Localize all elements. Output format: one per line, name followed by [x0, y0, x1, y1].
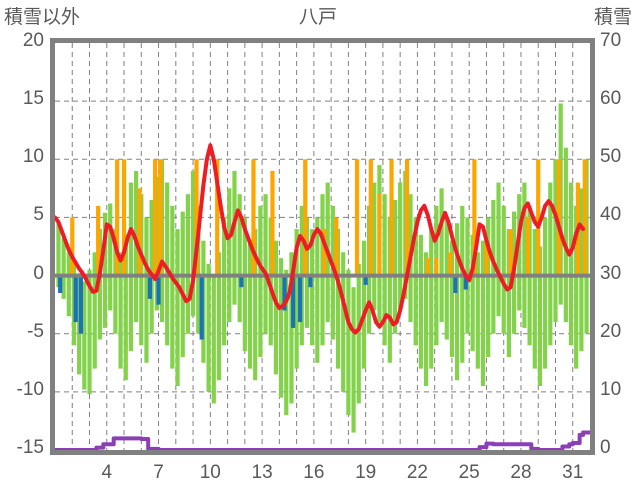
- y-right-tick-70: 70: [600, 30, 622, 51]
- y-left-tick-neg15: -15: [16, 437, 44, 458]
- y-right-tick-0: 0: [600, 437, 611, 458]
- x-tick-22: 22: [406, 462, 428, 483]
- y-left-tick-0: 0: [33, 262, 44, 284]
- y-left-tick-10: 10: [22, 146, 44, 168]
- x-tick-7: 7: [153, 462, 164, 483]
- chart-title: 八戸: [298, 7, 337, 28]
- x-tick-28: 28: [510, 462, 532, 483]
- y-left-tick-neg10: -10: [16, 378, 44, 400]
- snow-depth-line: [55, 430, 590, 450]
- y-right-tick-20: 20: [600, 320, 622, 342]
- plot-svg: [55, 43, 590, 450]
- y-right-tick-50: 50: [600, 146, 622, 168]
- y-left-tick-5: 5: [33, 204, 44, 226]
- orange-range-bars: [70, 159, 587, 276]
- y-right-tick-10: 10: [600, 378, 622, 400]
- y-right-tick-30: 30: [600, 262, 622, 284]
- plot-area: [50, 38, 595, 455]
- x-tick-16: 16: [303, 462, 325, 483]
- x-tick-13: 13: [251, 462, 273, 483]
- y-right-tick-60: 60: [600, 88, 622, 110]
- y-left-tick-neg5: -5: [27, 320, 44, 342]
- temperature-line: [55, 143, 586, 335]
- right-axis-title: 積雪: [593, 7, 632, 28]
- gridlines: [55, 43, 590, 450]
- x-tick-25: 25: [458, 462, 480, 483]
- x-tick-4: 4: [101, 462, 113, 483]
- y-right-tick-40: 40: [600, 204, 622, 226]
- x-tick-31: 31: [562, 462, 584, 483]
- x-tick-10: 10: [199, 462, 221, 483]
- blue-range-bars: [58, 275, 468, 340]
- y-left-tick-15: 15: [22, 88, 44, 110]
- left-axis-title: 積雪以外: [4, 7, 81, 28]
- x-tick-19: 19: [355, 462, 377, 483]
- y-left-tick-20: 20: [22, 30, 44, 51]
